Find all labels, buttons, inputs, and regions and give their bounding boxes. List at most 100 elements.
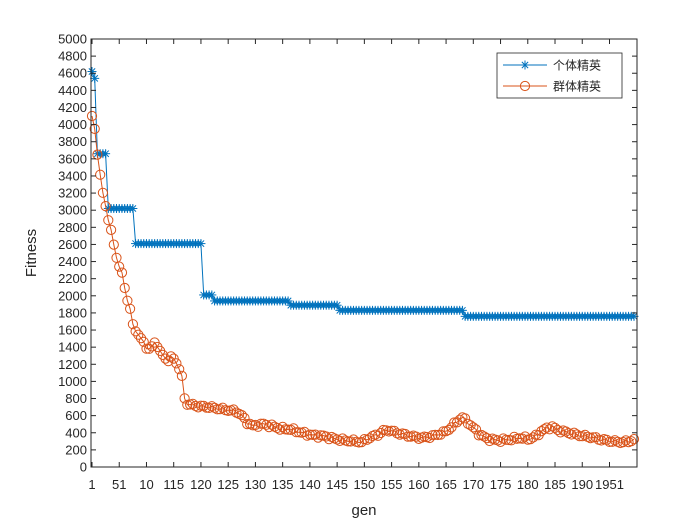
y-tick-label: 200 <box>65 442 87 457</box>
series-elite-point <box>196 239 206 249</box>
series-group-point <box>506 435 517 446</box>
series-group-point <box>174 364 185 375</box>
x-axis: 1 51 10 115 120 125 130 135 140 145 150 155 160 165 17… <box>88 39 624 492</box>
series-group-point <box>492 435 503 446</box>
series-group-point <box>291 427 302 438</box>
series-group-point <box>133 329 144 340</box>
series-group-point <box>514 433 525 444</box>
series-group-point <box>310 429 321 440</box>
series-group-point <box>209 402 220 413</box>
series-group-point <box>536 426 547 437</box>
series-group-point <box>438 426 449 437</box>
series-group-point <box>321 431 332 442</box>
series-group-point <box>315 430 326 441</box>
series-group-point <box>97 187 109 198</box>
y-tick-label: 2600 <box>58 237 87 252</box>
x-tick-label: 165 <box>435 477 457 492</box>
x-tick-label: 175 <box>490 477 512 492</box>
series-group-point <box>214 404 226 415</box>
series-group-point <box>620 435 631 446</box>
series-group-point <box>198 400 209 411</box>
series-group-point <box>171 358 182 369</box>
x-tick-label: 180 <box>517 477 539 492</box>
series-group-point <box>520 431 531 442</box>
series-group-point <box>462 418 473 429</box>
x-axis-title: gen <box>351 502 376 519</box>
y-tick-label: 600 <box>65 408 87 423</box>
y-tick-label: 1200 <box>58 357 87 372</box>
y-tick-label: 3200 <box>58 186 87 201</box>
series-group-point <box>116 267 128 278</box>
series-group-point <box>272 422 283 434</box>
x-tick-label: 1951 <box>595 477 624 492</box>
y-tick-label: 4800 <box>58 49 87 64</box>
series-group-point <box>274 424 285 435</box>
y-tick-label: 3800 <box>58 134 87 149</box>
y-axis-title: Fitness <box>23 229 40 277</box>
y-tick-label: 4600 <box>58 66 87 81</box>
series-group-point <box>435 429 446 440</box>
x-tick-label: 125 <box>217 477 239 492</box>
legend: 个体精英 群体精英 <box>496 52 623 99</box>
legend-marker-group <box>519 80 531 92</box>
series-group-point <box>138 336 149 347</box>
series-group-point <box>92 149 103 160</box>
series-group-point <box>618 437 629 448</box>
series-group-point <box>125 303 136 314</box>
series-group-point <box>86 110 98 122</box>
legend-label-group: 群体精英 <box>553 80 601 94</box>
series-group-point <box>356 437 367 448</box>
series-group-point <box>498 433 509 444</box>
series-group-point <box>253 421 264 432</box>
legend-asterisk <box>520 60 530 70</box>
x-tick-label: 51 <box>112 477 126 492</box>
series-group-point <box>100 201 111 212</box>
series-group-point <box>528 432 539 443</box>
series-group-point <box>163 356 174 367</box>
series-group-point <box>443 424 454 436</box>
series-group-point <box>476 429 487 441</box>
series-group-point <box>449 417 460 428</box>
legend-box <box>496 52 623 99</box>
series-group-point <box>179 393 190 404</box>
series-group-point <box>187 398 198 409</box>
series-group-point <box>560 426 572 437</box>
y-tick-label: 4000 <box>58 117 87 132</box>
series-group-point <box>323 434 335 445</box>
x-tick-label: 135 <box>272 477 294 492</box>
y-tick-label: 4400 <box>58 83 87 98</box>
legend-label-elite: 个体精英 <box>553 59 601 73</box>
series-group-point <box>468 422 479 433</box>
series-group-point <box>345 436 356 447</box>
series-group-point <box>628 434 640 445</box>
series-group-point <box>470 424 482 435</box>
y-tick-label: 3400 <box>58 168 87 183</box>
series-group-point <box>596 435 607 446</box>
plot-background <box>91 39 637 467</box>
series-group-point <box>326 431 337 443</box>
series-group-point <box>144 343 155 354</box>
series-group-point <box>541 422 552 433</box>
y-tick-label: 2400 <box>58 254 87 269</box>
series-elite-point <box>128 203 138 213</box>
x-tick-label: 150 <box>354 477 376 492</box>
y-tick-label: 3000 <box>58 203 87 218</box>
series-group-point <box>544 424 555 435</box>
series-group-point <box>332 434 343 445</box>
series-group-point <box>552 424 563 436</box>
series-group-point <box>119 282 130 294</box>
series-group-point <box>193 402 204 413</box>
series-elite-point <box>101 149 111 159</box>
series-group-point <box>566 429 577 440</box>
series-group-point <box>372 430 384 441</box>
legend-marker-elite <box>520 60 530 70</box>
series-group-point <box>106 224 117 235</box>
x-tick-label: 185 <box>544 477 566 492</box>
series-group-point <box>590 432 602 443</box>
series-group-point <box>160 353 171 364</box>
series-group-point <box>517 433 528 444</box>
series-group-point <box>127 319 138 330</box>
series-group-point <box>250 419 261 431</box>
series-group-point <box>165 351 177 362</box>
